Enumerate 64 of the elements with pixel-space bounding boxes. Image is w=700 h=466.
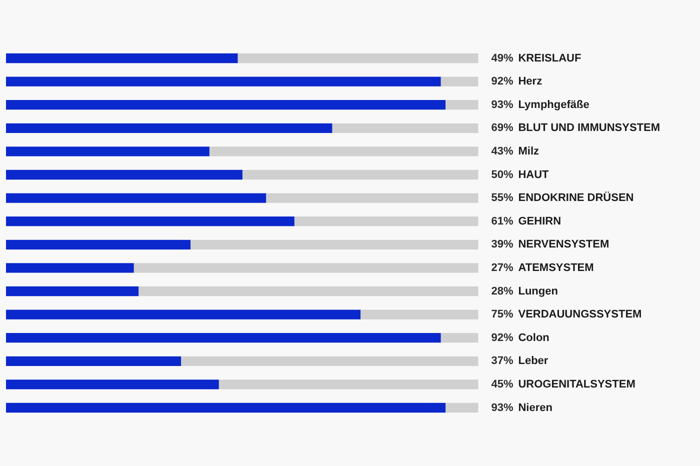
y-tick-label: HAUT — [518, 168, 550, 181]
data-label: 61% — [491, 215, 514, 228]
bar — [6, 333, 441, 343]
bar — [180, 356, 478, 366]
bar — [138, 286, 478, 296]
bar — [6, 170, 242, 180]
bar — [237, 53, 478, 64]
bar — [6, 216, 294, 226]
bar — [133, 263, 478, 273]
bar — [440, 333, 478, 343]
bar — [190, 240, 478, 250]
data-label: 28% — [491, 285, 514, 298]
bar — [294, 216, 478, 226]
bar — [360, 310, 478, 320]
data-label: 75% — [491, 308, 514, 321]
bar — [444, 402, 478, 413]
y-tick-label: Lymphgefäße — [518, 98, 590, 111]
bar — [332, 123, 478, 133]
bar — [6, 240, 190, 250]
data-label: 39% — [491, 238, 514, 251]
y-tick-label: Herz — [518, 76, 543, 88]
bar — [6, 402, 446, 413]
bar — [242, 170, 478, 180]
data-label: 55% — [491, 192, 514, 204]
y-tick-label: Leber — [518, 355, 549, 368]
bar — [6, 53, 238, 64]
data-label: 50% — [491, 168, 514, 181]
bar — [6, 146, 210, 156]
data-label: 93% — [491, 402, 514, 414]
data-label: 93% — [491, 98, 514, 111]
y-tick-label: ATEMSYSTEM — [518, 262, 594, 274]
bar — [208, 146, 478, 156]
data-label: 37% — [491, 355, 514, 368]
data-label: 49% — [491, 52, 514, 64]
bar — [444, 100, 478, 110]
y-tick-label: BLUT UND IMMUNSYSTEM — [518, 122, 660, 134]
bar — [6, 100, 446, 110]
y-tick-label: KREISLAUF — [518, 52, 582, 64]
bar — [265, 193, 478, 203]
bar — [6, 286, 139, 296]
bar — [440, 76, 478, 86]
y-tick-label: VERDAUUNGSSYSTEM — [518, 308, 642, 321]
y-tick-label: GEHIRN — [518, 215, 562, 228]
y-tick-label: Milz — [518, 145, 540, 158]
data-label: 27% — [491, 262, 514, 274]
data-label: 43% — [491, 145, 514, 158]
data-label: 92% — [491, 76, 514, 88]
data-label: 45% — [491, 378, 514, 390]
y-tick-label: UROGENITALSYSTEM — [518, 378, 636, 390]
data-label: 69% — [491, 122, 514, 134]
y-tick-label: Colon — [518, 332, 550, 344]
bar — [218, 380, 478, 390]
y-tick-label: Lungen — [518, 285, 558, 298]
data-label: 92% — [491, 332, 514, 344]
bar — [6, 356, 182, 366]
bar — [6, 123, 332, 133]
y-tick-label: NERVENSYSTEM — [518, 238, 610, 251]
bar — [6, 380, 219, 390]
y-tick-label: Nieren — [518, 402, 553, 414]
bar — [6, 76, 441, 86]
bar — [6, 310, 361, 320]
y-tick-label: ENDOKRINE DRÜSEN — [518, 191, 634, 204]
bar — [6, 263, 134, 273]
bar — [6, 193, 266, 203]
